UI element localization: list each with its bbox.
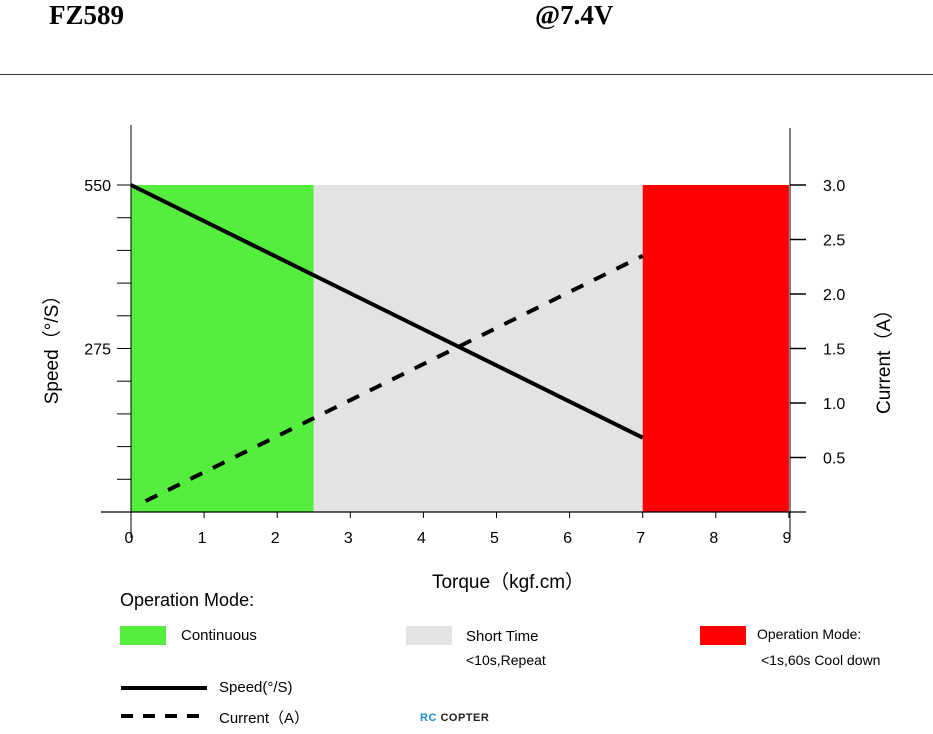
model-title: FZ589 xyxy=(49,0,125,30)
x-tick-label: 1 xyxy=(198,530,207,547)
x-tick-label: 2 xyxy=(271,530,280,547)
legend-label-operation: Operation Mode: xyxy=(757,626,862,642)
operation-regions xyxy=(131,185,789,512)
series-speed-line xyxy=(130,183,644,440)
x-tick-label: 8 xyxy=(709,530,718,547)
x-tick-label: 4 xyxy=(417,530,426,547)
logo-rc: RC xyxy=(420,712,437,724)
y-axis-right-label: Current（A） xyxy=(873,300,895,414)
series-current-line xyxy=(144,254,644,503)
region-operation-mode xyxy=(642,185,789,512)
y-right-tick-label: 0.5 xyxy=(823,451,845,468)
x-tick-label: 6 xyxy=(563,530,572,547)
voltage-title: @7.4V xyxy=(535,0,614,30)
legend-swatch-continuous xyxy=(120,626,166,645)
y-axis-left-label: Speed（°/S） xyxy=(41,286,63,405)
legend-label-current: Current（A） xyxy=(219,710,310,727)
legend-note-short-time: <10s,Repeat xyxy=(466,652,546,668)
y-right-tick-label: 1.0 xyxy=(823,396,845,413)
x-tick-label: 7 xyxy=(636,530,645,547)
header-divider xyxy=(0,74,933,75)
x-tick-label: 9 xyxy=(782,530,791,547)
y-right-tick-label: 2.5 xyxy=(823,233,845,250)
chart-axes xyxy=(101,125,806,538)
region-short-time xyxy=(313,185,643,512)
chart-ticks: 550 275 3.0 2.5 2.0 1.5 1.0 0.5 0 1 2 3 4 5 6 7 8 9 xyxy=(84,178,845,547)
region-continuous xyxy=(131,185,314,512)
legend-label-short-time: Short Time xyxy=(466,628,539,645)
legend-swatch-operation xyxy=(700,626,746,645)
y-right-tick-label: 2.0 xyxy=(823,287,845,304)
logo-copter: COPTER xyxy=(440,712,490,724)
y-left-tick-label: 550 xyxy=(84,178,111,195)
x-tick-label: 5 xyxy=(490,530,499,547)
y-right-tick-label: 1.5 xyxy=(823,342,845,359)
legend-label-speed: Speed(°/S) xyxy=(219,679,293,696)
x-tick-label: 3 xyxy=(344,530,353,547)
legend-note-operation: <1s,60s Cool down xyxy=(761,652,881,668)
legend-swatch-short-time xyxy=(406,626,452,645)
rc-copter-logo: RC COPTER xyxy=(420,712,489,724)
legend-heading: Operation Mode: xyxy=(120,590,255,610)
y-left-tick-label: 275 xyxy=(84,342,111,359)
x-axis-label: Torque（kgf.cm） xyxy=(432,571,584,593)
chart-series xyxy=(130,183,644,503)
y-right-tick-label: 3.0 xyxy=(823,178,845,195)
x-tick-label: 0 xyxy=(125,530,134,547)
legend-label-continuous: Continuous xyxy=(181,627,257,644)
